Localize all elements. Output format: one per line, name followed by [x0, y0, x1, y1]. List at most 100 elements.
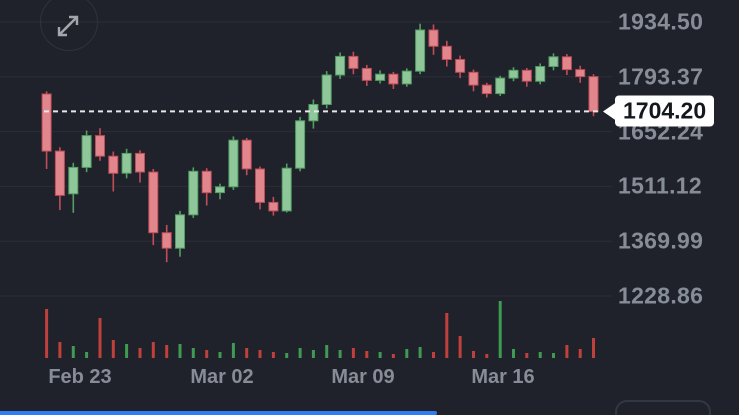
bottom-accent-bar[interactable]: [0, 411, 437, 415]
candle-body: [135, 152, 145, 173]
price-axis-label: 1793.37: [618, 63, 704, 90]
candle-body: [348, 55, 359, 69]
volume-bar: [365, 351, 369, 358]
candle-body: [521, 69, 532, 82]
volume-bar: [285, 353, 289, 358]
volume-bar: [311, 350, 315, 358]
candle-body: [415, 29, 426, 72]
candle-body: [575, 69, 586, 78]
volume-bar: [151, 342, 155, 358]
volume-bar: [592, 338, 595, 358]
volume-bar: [205, 350, 209, 358]
volume-bar: [378, 352, 382, 358]
candle-body: [161, 232, 172, 249]
candle-body: [335, 55, 346, 76]
volume-bar: [218, 352, 222, 358]
volume-bar: [405, 349, 409, 358]
price-axis-label: 1511.12: [618, 172, 702, 199]
candle-body: [108, 155, 119, 174]
candle-body: [68, 166, 79, 195]
candle-body: [81, 135, 92, 168]
time-axis-label: Feb 23: [48, 366, 112, 388]
candle-body: [295, 120, 306, 169]
last-price-label-arrow-icon: [603, 102, 616, 121]
volume-bar: [512, 349, 515, 358]
volume-bar: [351, 348, 355, 358]
volume-bar: [472, 351, 475, 358]
volume-bar: [578, 349, 582, 358]
volume-bar: [445, 313, 449, 358]
candle-body: [201, 170, 212, 194]
candle-body: [481, 84, 492, 95]
candle-body: [148, 171, 159, 234]
candle-body: [495, 77, 506, 95]
candle-body: [215, 186, 225, 194]
candle-body: [375, 73, 386, 81]
candle-body: [255, 168, 265, 203]
volume-bar: [71, 346, 75, 358]
candle-body: [548, 56, 559, 67]
candle-body: [95, 135, 105, 157]
candle-body: [361, 67, 372, 81]
volume-bar: [525, 353, 529, 358]
volume-bar: [125, 344, 129, 358]
volume-bar: [231, 343, 235, 358]
price-axis-label: 1369.99: [618, 227, 704, 254]
volume-bar: [111, 340, 115, 358]
price-axis-label: 1934.50: [618, 8, 704, 35]
expand-arrows-icon: [57, 15, 79, 37]
volume-bar: [98, 318, 102, 358]
volume-bar: [245, 348, 249, 358]
volume-bar: [432, 352, 435, 358]
candle-body: [588, 76, 599, 112]
candle-body: [428, 29, 439, 47]
candle-body: [308, 104, 319, 122]
volume-bar: [258, 350, 262, 358]
time-axis-label: Mar 16: [471, 366, 535, 388]
volume-bar: [458, 336, 462, 358]
volume-bar: [552, 353, 555, 358]
candle-body: [268, 201, 279, 212]
candle-body: [175, 214, 185, 249]
candle-body: [241, 139, 252, 170]
volume-bar: [498, 301, 502, 358]
candle-body: [508, 69, 519, 79]
last-price-label: 1704.20: [603, 95, 715, 127]
volume-bar: [85, 352, 89, 358]
last-price-value: 1704.20: [615, 95, 715, 127]
candle-body: [41, 93, 52, 152]
time-axis-label: Mar 09: [331, 366, 395, 388]
candle-body: [121, 152, 132, 174]
volume-bar: [565, 345, 569, 358]
candle-body: [54, 150, 65, 196]
volume-bar: [191, 348, 195, 358]
volume-bar: [45, 309, 49, 358]
volume-bar: [271, 352, 275, 358]
candle-body: [535, 66, 546, 82]
candle-body: [441, 45, 452, 60]
candle-body: [401, 70, 412, 85]
time-axis-label: Mar 02: [190, 366, 254, 388]
candle-body: [321, 74, 332, 105]
candle-body: [561, 56, 572, 71]
volume-bar: [325, 345, 329, 358]
candle-body: [455, 59, 466, 73]
volume-bar: [138, 348, 142, 358]
volume-bar: [538, 352, 542, 358]
expand-button[interactable]: [40, 0, 98, 51]
candle-body: [188, 170, 199, 216]
volume-bar: [58, 342, 62, 358]
volume-bar: [418, 347, 422, 358]
candle-body: [281, 167, 292, 212]
volume-bar: [485, 354, 489, 358]
volume-bar: [391, 354, 395, 358]
price-axis-label: 1228.86: [618, 282, 704, 309]
volume-bar: [338, 350, 342, 358]
candle-body: [228, 139, 239, 188]
volume-bar: [165, 345, 169, 358]
timeframe-button[interactable]: [615, 400, 711, 415]
candle-body: [468, 71, 479, 86]
volume-bar: [178, 344, 182, 358]
